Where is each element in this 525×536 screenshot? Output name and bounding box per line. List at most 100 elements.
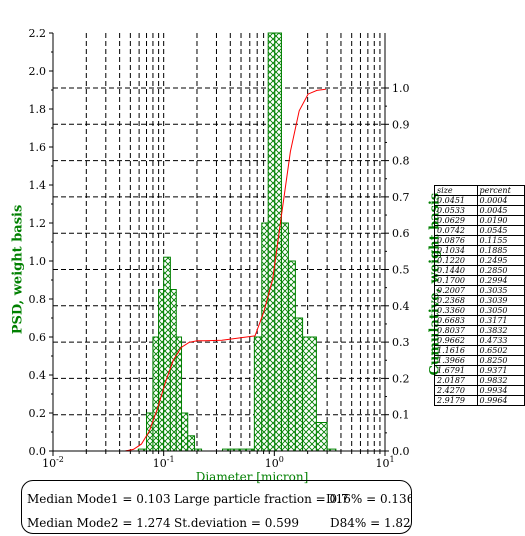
table-cell-size: 0.2007: [434, 285, 478, 296]
table-cell-size: 0.8037: [434, 325, 478, 336]
psd-bar: [253, 336, 263, 452]
y-tick-label-right: 0.3: [392, 336, 410, 349]
x-tick-label-exponent: -1: [167, 455, 175, 464]
x-tick-label: 101: [375, 455, 394, 470]
psd-bar: [261, 222, 269, 452]
table-cell-percent: 0.0045: [476, 205, 525, 216]
table-cell-size: 0.0629: [434, 215, 478, 226]
table-row: 2.9179 0.9964: [434, 395, 525, 406]
table-cell-percent: 0.3039: [476, 295, 525, 306]
table-cell-size: 0.1034: [434, 245, 478, 256]
axes: [49, 32, 389, 456]
table-cell-size: 0.1220: [434, 255, 478, 266]
table-cell-size: 1.3966: [434, 355, 478, 366]
size-percent-table: size percent 0.0451 0.0004 0.0533 0.0045 0.0…: [434, 185, 525, 406]
y-tick-label-left: 1.0: [29, 255, 47, 268]
y-tick-label-right: 0.8: [392, 155, 410, 168]
table-row: 2.4270 0.9934: [434, 385, 525, 396]
table-cell-percent: 0.9934: [476, 385, 525, 396]
y-tick-label-left: 1.4: [29, 179, 47, 192]
table-row: 0.0533 0.0045: [434, 205, 525, 216]
table-cell-percent: 0.6502: [476, 345, 525, 356]
y-tick-label-left: 1.8: [29, 103, 47, 116]
y-tick-label-right: 0.6: [392, 227, 410, 240]
table-cell-percent: 0.3050: [476, 305, 525, 316]
table-header-percent: percent: [476, 185, 525, 196]
median-mode1: Median Mode1 = 0.103: [27, 492, 171, 506]
table-cell-size: 0.0876: [434, 235, 478, 246]
y-tick-label-right: 0.0: [392, 445, 410, 458]
table-cell-percent: 0.1155: [476, 235, 525, 246]
d16-value: D16% = 0.1362: [326, 492, 411, 506]
table-row: 0.1034 0.1885: [434, 245, 525, 256]
table-cell-size: 2.9179: [434, 395, 478, 406]
x-tick-label-exponent: -2: [56, 455, 64, 464]
table-row: 0.0876 0.1155: [434, 235, 525, 246]
table-cell-percent: 0.1885: [476, 245, 525, 256]
psd-bar: [146, 412, 154, 452]
table-cell-percent: 0.0190: [476, 215, 525, 226]
y-tick-label-left: 2.2: [29, 27, 47, 40]
table-cell-size: 0.1700: [434, 275, 478, 286]
cumulative-line: [125, 88, 326, 452]
psd-bar: [163, 256, 171, 452]
table-body: 0.0451 0.0004 0.0533 0.0045 0.0629 0.0190 0.07…: [434, 195, 525, 406]
table-cell-percent: 0.8250: [476, 355, 525, 366]
statistics-box: Median Mode1 = 0.103 Large particle frac…: [21, 480, 412, 534]
table-cell-size: 0.0742: [434, 225, 478, 236]
table-row: 0.0742 0.0545: [434, 225, 525, 236]
table-cell-percent: 0.9964: [476, 395, 525, 406]
psd-bar: [187, 435, 196, 452]
x-tick-label-base: 10: [42, 457, 56, 470]
table-cell-size: 0.1440: [434, 265, 478, 276]
y-tick-label-left: 0.6: [29, 331, 47, 344]
psd-chart: 0.0 0.2 0.4 0.6 0.8 1.0 1.2 1.4 1.6 1.8 2.0 2.2 0.0 0…: [29, 27, 410, 470]
table-cell-percent: 0.0545: [476, 225, 525, 236]
table-row: 0.1700 0.2994: [434, 275, 525, 286]
table-cell-percent: 0.3171: [476, 315, 525, 326]
table-row: 0.2007 0.3035: [434, 285, 525, 296]
table-cell-percent: 0.3035: [476, 285, 525, 296]
psd-bar: [302, 336, 317, 452]
x-tick-label-base: 10: [265, 457, 279, 470]
table-row: 0.3360 0.3050: [434, 305, 525, 316]
table-cell-size: 0.2368: [434, 295, 478, 306]
y-tick-label-right: 0.5: [392, 264, 410, 277]
y-tick-label-left: 0.2: [29, 407, 47, 420]
grid: [53, 33, 385, 451]
psd-bar: [287, 260, 296, 452]
psd-bar: [158, 289, 165, 452]
y-tick-label-right: 0.7: [392, 191, 410, 204]
table-cell-percent: 0.2850: [476, 265, 525, 276]
table-row: 0.9662 0.4733: [434, 335, 525, 346]
psd-bars: [137, 32, 337, 452]
table-row: 1.3966 0.8250: [434, 355, 525, 366]
table-row: 1.6791 0.9371: [434, 365, 525, 376]
table-header-row: size percent: [434, 185, 525, 196]
y-tick-label-right: 0.1: [392, 409, 410, 422]
table-cell-percent: 0.2495: [476, 255, 525, 266]
table-cell-size: 2.0187: [434, 375, 478, 386]
table-row: 0.1440 0.2850: [434, 265, 525, 276]
y-axis-label-left: PSD, weight basis: [10, 204, 26, 335]
psd-bar: [315, 422, 328, 452]
y-tick-label-right: 0.2: [392, 372, 410, 385]
y-tick-label-left: 0.0: [29, 445, 47, 458]
y-tick-label-left: 0.4: [29, 369, 47, 382]
table-cell-percent: 0.3832: [476, 325, 525, 336]
y-tick-label-left: 1.2: [29, 217, 47, 230]
table-cell-percent: 0.4733: [476, 335, 525, 346]
table-row: 0.6683 0.3171: [434, 315, 525, 326]
table-cell-size: 1.1616: [434, 345, 478, 356]
table-cell-size: 2.4270: [434, 385, 478, 396]
y-tick-label-right: 0.9: [392, 118, 410, 131]
table-cell-size: 0.3360: [434, 305, 478, 316]
tick-labels: 0.0 0.2 0.4 0.6 0.8 1.0 1.2 1.4 1.6 1.8 2.0 2.2 0.0 0…: [29, 27, 410, 470]
cumulative-curve: [125, 88, 326, 452]
table-row: 1.1616 0.6502: [434, 345, 525, 356]
y-tick-label-right: 0.4: [392, 300, 410, 313]
y-tick-label-left: 0.8: [29, 293, 47, 306]
psd-bar: [152, 336, 160, 452]
median-mode2: Median Mode2 = 1.274: [27, 516, 171, 530]
table-row: 2.0187 0.9832: [434, 375, 525, 386]
